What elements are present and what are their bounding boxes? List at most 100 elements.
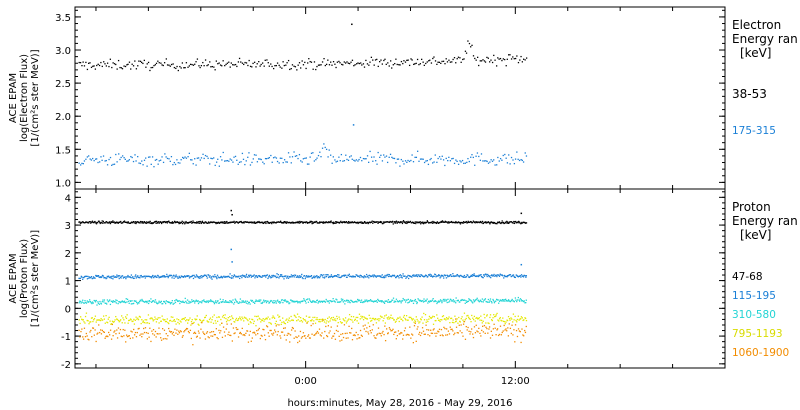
data-point <box>425 222 427 224</box>
data-point <box>247 341 250 343</box>
data-point <box>246 221 248 223</box>
data-point <box>310 61 313 63</box>
data-point <box>468 42 471 45</box>
data-point <box>361 315 364 318</box>
data-point <box>348 313 351 316</box>
data-point <box>85 61 87 64</box>
data-point <box>406 319 408 321</box>
data-point <box>380 316 383 318</box>
data-point <box>85 301 87 304</box>
data-point <box>296 320 298 322</box>
data-point <box>377 299 380 302</box>
data-point <box>300 300 303 303</box>
data-point <box>420 274 422 276</box>
data-point <box>264 59 266 61</box>
data-point <box>335 329 338 332</box>
data-point <box>411 276 413 278</box>
data-point <box>361 301 363 303</box>
data-point <box>128 319 130 322</box>
data-point <box>154 64 157 66</box>
data-point <box>420 221 423 224</box>
data-point <box>78 277 80 280</box>
data-point <box>137 275 139 277</box>
data-point <box>311 277 313 279</box>
proton-series-1060-1900 <box>78 318 527 346</box>
data-point <box>219 298 222 300</box>
data-point <box>419 331 421 334</box>
data-point <box>364 158 366 160</box>
data-point <box>482 274 485 276</box>
data-point <box>423 312 425 315</box>
data-point <box>159 333 161 335</box>
data-point <box>154 159 157 161</box>
data-point <box>109 156 112 159</box>
data-point <box>338 316 340 318</box>
data-point <box>402 160 404 162</box>
data-point <box>419 63 422 65</box>
data-point <box>504 153 506 156</box>
data-point <box>202 319 204 322</box>
data-point <box>198 324 200 326</box>
data-point <box>121 300 123 302</box>
data-point <box>422 275 424 277</box>
data-point <box>401 221 403 223</box>
data-point <box>472 336 475 339</box>
data-point <box>339 340 341 342</box>
data-point <box>212 221 214 224</box>
data-point <box>297 319 299 321</box>
data-point <box>235 301 238 303</box>
data-point <box>520 318 522 320</box>
data-point <box>487 322 489 324</box>
data-point <box>438 156 441 158</box>
data-point <box>189 63 192 66</box>
data-point <box>169 222 172 224</box>
data-point <box>268 276 270 278</box>
data-point <box>160 159 162 161</box>
data-point <box>207 157 209 159</box>
data-point <box>157 60 159 62</box>
data-point <box>285 319 287 321</box>
data-point <box>224 160 226 162</box>
data-point <box>264 221 267 223</box>
data-point <box>258 220 260 223</box>
data-point <box>428 318 430 320</box>
data-point <box>248 274 250 276</box>
data-point <box>415 340 417 342</box>
data-point <box>168 220 170 222</box>
data-point <box>479 299 481 301</box>
data-point <box>496 312 498 315</box>
data-point <box>430 62 433 64</box>
data-point <box>255 274 257 277</box>
data-point <box>398 317 400 319</box>
data-point <box>278 300 281 303</box>
data-point <box>168 322 170 325</box>
data-point <box>238 161 241 163</box>
data-point <box>202 331 204 333</box>
data-point <box>432 57 434 60</box>
data-point <box>186 328 189 330</box>
data-point <box>134 60 136 62</box>
data-point <box>302 332 305 334</box>
data-point <box>213 66 215 68</box>
data-point <box>319 276 321 279</box>
data-point <box>287 321 289 323</box>
data-point <box>338 222 341 224</box>
data-point <box>250 274 252 276</box>
data-point <box>327 300 330 302</box>
data-point <box>150 298 152 300</box>
data-point <box>81 276 83 278</box>
data-point <box>90 159 93 161</box>
data-point <box>166 275 168 277</box>
data-point <box>94 68 97 70</box>
data-point <box>271 300 273 302</box>
data-point <box>100 318 102 320</box>
data-point <box>248 276 251 278</box>
data-point <box>211 278 213 280</box>
data-point <box>130 155 132 158</box>
data-point <box>262 301 264 303</box>
data-point <box>362 221 364 224</box>
data-point <box>445 58 447 60</box>
data-point <box>183 318 185 320</box>
data-point <box>362 319 365 321</box>
data-point <box>440 274 443 276</box>
